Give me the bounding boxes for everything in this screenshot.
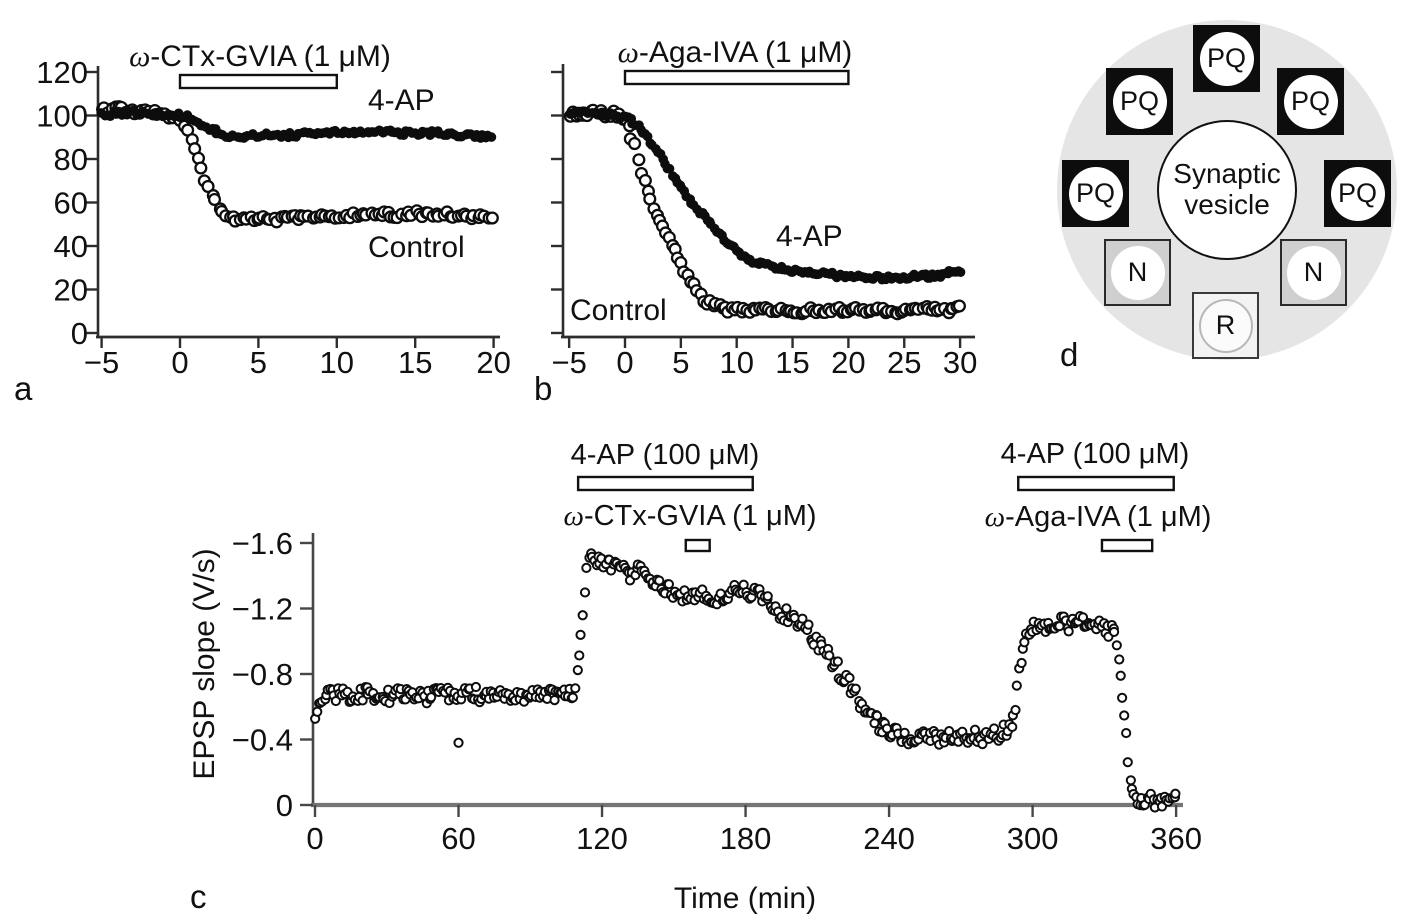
panel-c-annotation-4ap-1: 4-AP (100 μM) <box>570 439 760 471</box>
pq-channel-right: PQ <box>1324 160 1391 227</box>
panel-letter-c: c <box>190 878 207 915</box>
panel-c-annotation-aga: ω-Aga-IVA (1 μM) <box>984 501 1212 533</box>
panel-b-series-label-4ap: 4-AP <box>776 220 843 253</box>
svg-text:10: 10 <box>719 345 753 380</box>
panel-c-annotation-4ap-2: 4-AP (100 μM) <box>1000 438 1190 470</box>
n-channel-label: N <box>1286 245 1341 300</box>
svg-text:20: 20 <box>831 345 865 380</box>
panel-letter-a: a <box>14 370 33 407</box>
svg-text:100: 100 <box>36 99 88 134</box>
svg-text:40: 40 <box>54 229 88 264</box>
panel-c-y-axis-label: EPSP slope (V/s) <box>188 548 221 780</box>
synaptic-vesicle-diagram: PQ PQ PQ PQ PQ N N R Synaptic vesicle d <box>1040 8 1408 388</box>
n-channel-right: N <box>1280 239 1347 306</box>
n-channel-label: N <box>1110 245 1165 300</box>
pq-channel-label: PQ <box>1330 166 1385 221</box>
svg-text:15: 15 <box>775 345 809 380</box>
panel-a-series-label-control: Control <box>368 231 465 264</box>
panel-letter-d: d <box>1060 336 1079 373</box>
svg-text:60: 60 <box>54 186 88 221</box>
svg-text:0: 0 <box>71 316 88 351</box>
pq-channel-label: PQ <box>1068 166 1123 221</box>
svg-text:20: 20 <box>54 273 88 308</box>
svg-text:30: 30 <box>943 345 977 380</box>
svg-text:−5: −5 <box>84 345 119 380</box>
svg-text:0: 0 <box>616 345 633 380</box>
svg-text:360: 360 <box>1150 821 1202 856</box>
svg-text:60: 60 <box>441 821 475 856</box>
r-channel-bottom: R <box>1192 292 1259 359</box>
pq-channel-upper-left: PQ <box>1106 68 1173 135</box>
pq-channel-label: PQ <box>1199 31 1254 86</box>
svg-text:5: 5 <box>672 345 689 380</box>
svg-text:−1.2: −1.2 <box>232 592 293 627</box>
svg-text:25: 25 <box>887 345 921 380</box>
svg-text:80: 80 <box>54 142 88 177</box>
panel-a-title: ω-CTx-GVIA (1 μM) <box>129 40 391 73</box>
n-channel-left: N <box>1104 239 1171 306</box>
svg-text:−0.8: −0.8 <box>232 657 293 692</box>
svg-text:240: 240 <box>863 821 915 856</box>
panel-b-title: ω-Aga-IVA (1 μM) <box>617 36 853 69</box>
pq-channel-left: PQ <box>1062 160 1129 227</box>
panel-letter-b: b <box>534 370 553 407</box>
synaptic-vesicle: Synaptic vesicle <box>1157 120 1297 260</box>
panel-c-annotation-ctx: ω-CTx-GVIA (1 μM) <box>563 500 817 532</box>
pq-channel-upper-right: PQ <box>1277 68 1344 135</box>
pq-channel-label: PQ <box>1283 74 1338 129</box>
svg-text:0: 0 <box>306 821 323 856</box>
svg-text:20: 20 <box>476 345 510 380</box>
svg-text:15: 15 <box>398 345 432 380</box>
svg-text:−0.4: −0.4 <box>232 723 293 758</box>
svg-text:180: 180 <box>720 821 772 856</box>
svg-text:10: 10 <box>320 345 354 380</box>
svg-text:5: 5 <box>250 345 267 380</box>
svg-text:0: 0 <box>171 345 188 380</box>
svg-text:120: 120 <box>36 55 88 90</box>
svg-text:−1.6: −1.6 <box>232 526 293 561</box>
panel-c-x-axis-label: Time (min) <box>673 882 817 915</box>
svg-text:−5: −5 <box>551 345 586 380</box>
pq-channel-top: PQ <box>1193 25 1260 92</box>
panel-a-series-label-4ap: 4-AP <box>368 84 435 117</box>
svg-text:120: 120 <box>576 821 628 856</box>
svg-text:0: 0 <box>276 788 293 823</box>
svg-text:300: 300 <box>1007 821 1059 856</box>
r-channel-label: R <box>1198 298 1253 353</box>
panel-b-series-label-control: Control <box>570 294 667 327</box>
pq-channel-label: PQ <box>1112 74 1167 129</box>
